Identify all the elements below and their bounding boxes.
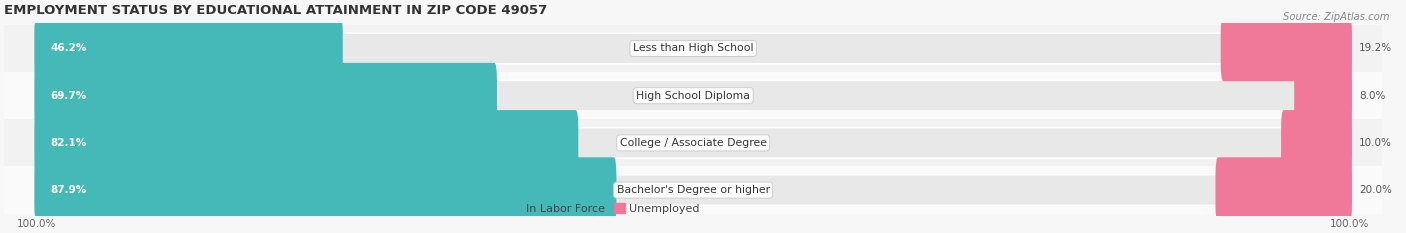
Text: Source: ZipAtlas.com: Source: ZipAtlas.com	[1282, 12, 1389, 22]
Text: 20.0%: 20.0%	[1360, 185, 1392, 195]
FancyBboxPatch shape	[37, 127, 1350, 158]
Text: 87.9%: 87.9%	[51, 185, 86, 195]
Text: High School Diploma: High School Diploma	[637, 91, 749, 101]
Text: 82.1%: 82.1%	[51, 138, 86, 148]
FancyBboxPatch shape	[4, 25, 1382, 72]
FancyBboxPatch shape	[34, 110, 578, 176]
FancyBboxPatch shape	[37, 33, 1350, 64]
FancyBboxPatch shape	[4, 167, 1382, 214]
Legend: In Labor Force, Unemployed: In Labor Force, Unemployed	[506, 199, 704, 218]
Text: 10.0%: 10.0%	[1360, 138, 1392, 148]
FancyBboxPatch shape	[37, 175, 1350, 206]
FancyBboxPatch shape	[1215, 157, 1353, 223]
FancyBboxPatch shape	[4, 72, 1382, 119]
Text: College / Associate Degree: College / Associate Degree	[620, 138, 766, 148]
FancyBboxPatch shape	[1294, 63, 1353, 128]
FancyBboxPatch shape	[34, 157, 616, 223]
Text: Less than High School: Less than High School	[633, 44, 754, 53]
FancyBboxPatch shape	[34, 16, 343, 81]
FancyBboxPatch shape	[37, 80, 1350, 111]
FancyBboxPatch shape	[34, 63, 496, 128]
Text: Bachelor's Degree or higher: Bachelor's Degree or higher	[617, 185, 769, 195]
FancyBboxPatch shape	[1281, 110, 1353, 176]
Text: 46.2%: 46.2%	[51, 44, 87, 53]
Text: 8.0%: 8.0%	[1360, 91, 1385, 101]
Text: 69.7%: 69.7%	[51, 91, 86, 101]
FancyBboxPatch shape	[4, 119, 1382, 167]
FancyBboxPatch shape	[1220, 16, 1353, 81]
Text: EMPLOYMENT STATUS BY EDUCATIONAL ATTAINMENT IN ZIP CODE 49057: EMPLOYMENT STATUS BY EDUCATIONAL ATTAINM…	[4, 4, 547, 17]
Text: 19.2%: 19.2%	[1360, 44, 1392, 53]
